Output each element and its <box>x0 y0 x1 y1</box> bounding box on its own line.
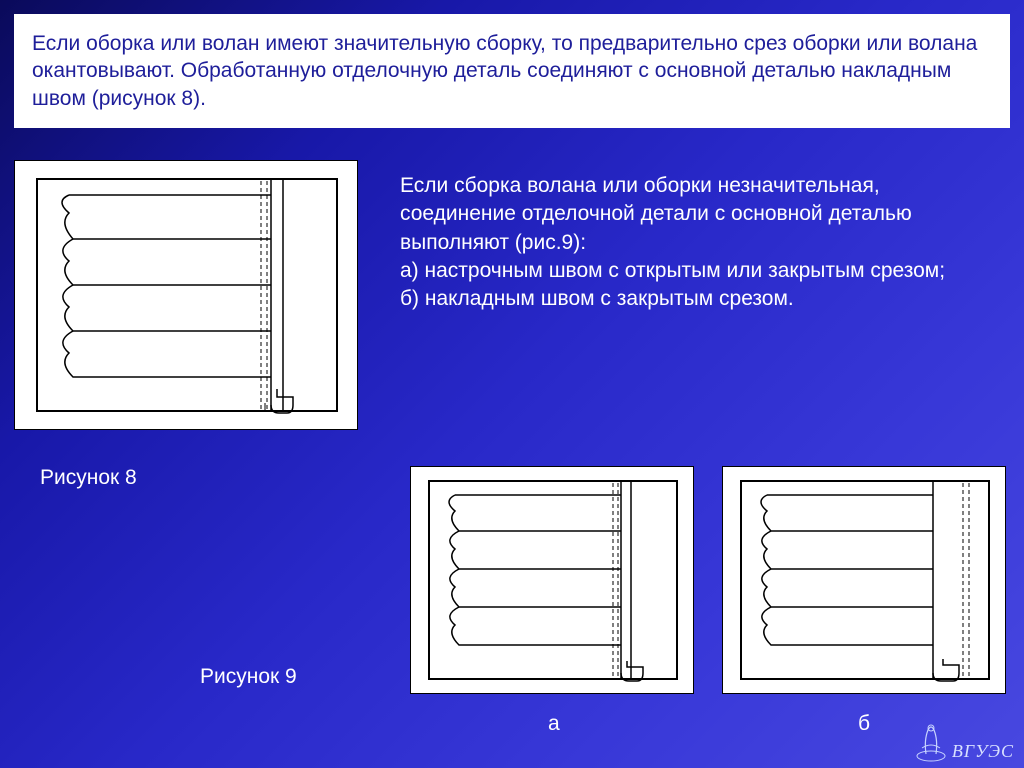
logo-text: ВГУЭС <box>952 741 1014 762</box>
label-a: а <box>548 712 560 736</box>
figure-9a-diagram <box>410 466 694 694</box>
logo-icon <box>914 720 948 762</box>
figure-8-label: Рисунок 8 <box>40 466 137 490</box>
figure-9-label: Рисунок 9 <box>200 665 297 689</box>
right-text-line2: а) настрочным швом с открытым или закрыт… <box>400 257 1000 285</box>
label-b: б <box>858 712 870 736</box>
right-text-line3: б) накладным швом с закрытым срезом. <box>400 285 1000 313</box>
header-box: Если оборка или волан имеют значительную… <box>14 14 1010 128</box>
logo: ВГУЭС <box>914 720 1014 762</box>
figure-8-diagram <box>14 160 358 430</box>
right-text-line1: Если сборка волана или оборки незначител… <box>400 172 1000 257</box>
right-text-block: Если сборка волана или оборки незначител… <box>400 172 1000 314</box>
figure-9b-diagram <box>722 466 1006 694</box>
header-text: Если оборка или волан имеют значительную… <box>32 32 977 110</box>
